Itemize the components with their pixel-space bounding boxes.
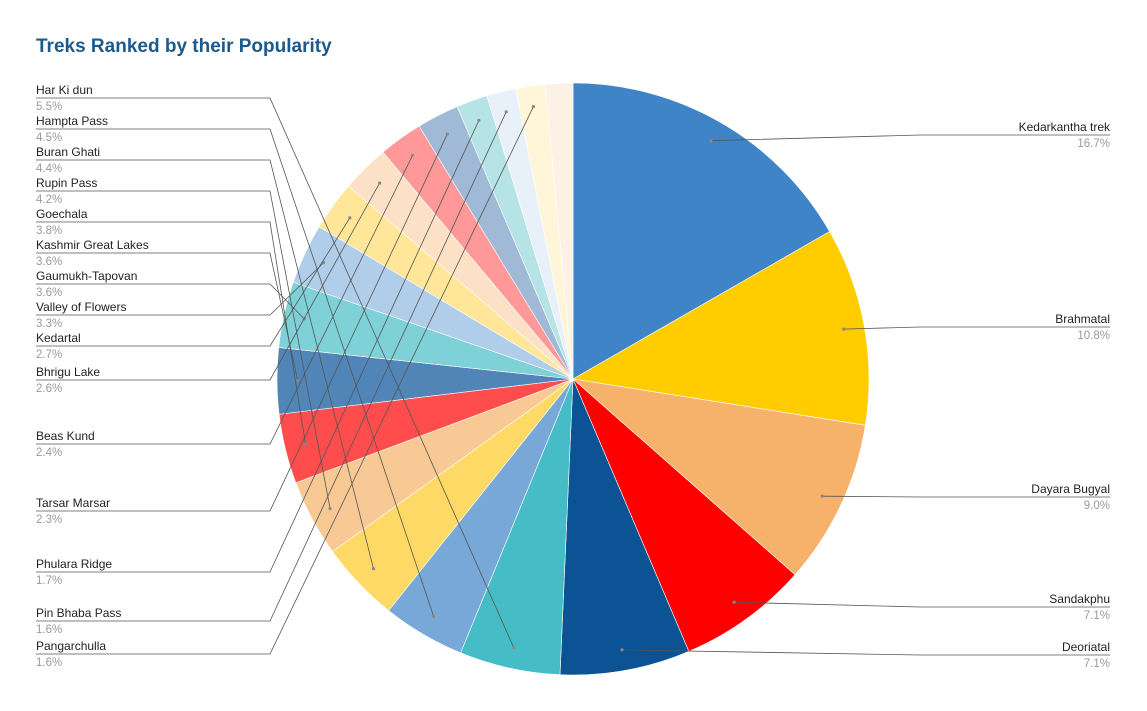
slice-percent-0: 16.7% [1077,138,1110,150]
leader-dot-16 [445,132,449,136]
slice-percent-15: 2.4% [36,447,62,459]
slice-percent-17: 1.7% [36,575,62,587]
slice-percent-19: 1.6% [36,657,62,669]
leader-lines [36,97,1110,656]
pie-slice-20 [544,82,574,380]
slice-percent-1: 10.8% [1077,330,1110,342]
slice-label-7: Buran Ghati [36,145,100,159]
slice-label-15: Beas Kund [36,429,95,443]
slice-label-14: Bhrigu Lake [36,365,100,379]
leader-line-4 [621,649,1110,656]
slice-percent-2: 9.0% [1084,500,1110,512]
leader-line-16 [36,133,448,512]
slice-label-13: Kedartal [36,331,81,345]
slice-label-10: Kashmir Great Lakes [36,238,149,252]
slice-label-8: Rupin Pass [36,176,97,190]
leader-line-7 [36,159,374,569]
leader-line-15 [36,155,413,445]
leader-dot-17 [477,118,481,122]
leader-line-17 [36,120,480,573]
pie-slice-2 [572,378,866,576]
slice-label-16: Tarsar Marsar [36,496,110,510]
leader-line-13 [36,217,351,347]
leader-line-11 [36,283,305,320]
slice-percent-11: 3.6% [36,287,62,299]
leader-dot-5 [512,646,516,650]
slice-percent-8: 4.2% [36,194,62,206]
slice-percent-3: 7.1% [1084,610,1110,622]
slice-percent-6: 4.5% [36,132,62,144]
pie-slice-4 [559,378,690,676]
slice-label-18: Pin Bhaba Pass [36,606,121,620]
leader-dot-18 [504,110,508,114]
leader-line-19 [36,106,534,655]
slice-percent-5: 5.5% [36,101,62,113]
slice-label-11: Gaumukh-Tapovan [36,269,137,283]
leader-dot-0 [709,139,713,143]
leader-dot-1 [842,327,846,331]
leader-dot-6 [432,614,436,619]
slice-label-3: Sandakphu [1049,592,1110,606]
pie-slice-1 [572,231,870,426]
leader-dot-13 [348,216,352,220]
leader-dot-2 [820,494,824,498]
leader-dot-4 [620,648,624,652]
pie-slices [276,82,870,676]
leader-line-8 [36,190,331,509]
leader-dot-8 [328,507,332,511]
leader-line-9 [36,221,306,445]
leader-dot-10 [296,379,300,383]
leader-dot-15 [411,153,415,157]
leader-line-2 [822,495,1110,498]
leader-line-1 [843,326,1110,330]
leader-line-12 [36,262,324,316]
slice-percent-10: 3.6% [36,256,62,268]
leader-line-6 [36,128,434,617]
slice-label-2: Dayara Bugyal [1031,482,1110,496]
chart-title: Treks Ranked by their Popularity [36,36,332,57]
slice-label-5: Har Ki dun [36,83,93,97]
leader-line-18 [36,111,507,622]
slice-percent-16: 2.3% [36,514,62,526]
slice-percent-13: 2.7% [36,349,62,361]
leader-dot-3 [732,600,736,604]
leader-line-0 [710,134,1110,142]
leader-line-5 [36,97,515,648]
leader-dot-19 [531,105,536,109]
leader-dot-14 [378,181,382,185]
slice-percent-4: 7.1% [1084,658,1110,670]
slice-label-19: Pangarchulla [36,639,106,653]
slice-percent-14: 2.6% [36,383,62,395]
leader-line-10 [36,252,299,381]
leader-dot-9 [303,442,308,446]
leader-line-3 [734,601,1110,608]
slice-label-12: Valley of Flowers [36,300,126,314]
pie-slice-3 [572,378,796,652]
leader-dot-7 [371,567,376,571]
slice-percent-9: 3.8% [36,225,62,237]
slice-percent-12: 3.3% [36,318,62,330]
slice-label-9: Goechala [36,207,88,221]
slice-label-0: Kedarkantha trek [1019,120,1111,134]
slice-percent-18: 1.6% [36,624,62,636]
slice-label-4: Deoriatal [1062,640,1110,654]
slice-label-6: Hampta Pass [36,114,108,128]
leader-line-14 [36,182,380,381]
slice-labels: Kedarkantha trek 16.7% Brahmatal 10.8% Dayar… [36,83,1111,670]
slice-percent-7: 4.4% [36,163,62,175]
slice-label-1: Brahmatal [1055,312,1110,326]
slice-label-17: Phulara Ridge [36,557,112,571]
pie-slice-0 [572,82,831,380]
